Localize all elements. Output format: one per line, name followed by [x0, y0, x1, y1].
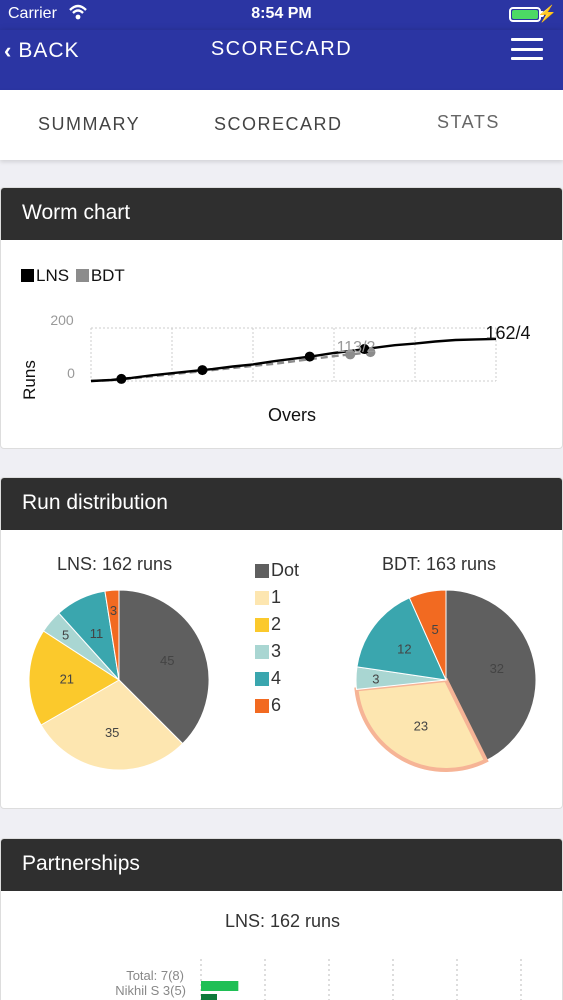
pie-slice-bdt-dot[interactable] — [445, 589, 537, 762]
hamburger-menu-icon[interactable] — [511, 38, 543, 60]
legend-swatch — [255, 617, 269, 632]
pie-title-lns: LNS: 162 runs — [57, 554, 173, 574]
pie-label-bdt-3: 3 — [372, 672, 379, 687]
y-tick-0: 0 — [67, 365, 75, 381]
run-distribution-card: Run distribution LNS: 162 runs BDT: 163 … — [0, 477, 563, 809]
pie-chart-lns: 45 35 21 5 11 3 — [28, 589, 210, 771]
legend-item-1: 1 — [255, 584, 299, 611]
legend-label: 2 — [271, 614, 282, 634]
lns-final-label: 162/4 — [485, 323, 530, 343]
tab-scorecard[interactable]: SCORECARD — [214, 114, 343, 134]
legend-swatch — [255, 671, 269, 686]
charging-icon: ⚡ — [537, 6, 557, 23]
wifi-icon — [68, 3, 88, 26]
status-bar: Carrier 8:54 PM ⚡ — [0, 0, 563, 30]
pie-label-bdt-6: 5 — [432, 622, 439, 637]
pie-chart-bdt: 32 23 3 12 5 — [354, 589, 537, 772]
pie-slice-bdt-6[interactable] — [408, 589, 447, 681]
legend-swatch — [255, 698, 269, 713]
legend-swatch-lns — [21, 269, 34, 282]
partnership-bar-total — [201, 981, 239, 991]
pie-slice-lns-2[interactable] — [28, 630, 120, 726]
wicket-point-lns-2 — [197, 365, 208, 376]
legend-label-bdt: BDT — [90, 266, 125, 285]
pie-slice-bdt-4[interactable] — [356, 597, 447, 681]
legend-item-6: 6 — [255, 692, 299, 719]
pie-label-bdt-4: 12 — [397, 641, 411, 656]
legend-swatch — [255, 563, 269, 578]
section-header-worm: Worm chart — [1, 188, 562, 240]
legend-swatch-bdt — [75, 269, 89, 282]
pie-label-lns-2: 21 — [60, 672, 74, 687]
worm-chart: Runs 200 0 Overs 113/2 162/4 — [20, 312, 531, 425]
legend-item-2: 2 — [255, 611, 299, 638]
wicket-point-lns-3 — [304, 351, 315, 362]
nav-bar: ‹ BACK SCORECARD — [0, 30, 563, 90]
carrier-label: Carrier — [8, 5, 57, 22]
legend-label-lns: LNS — [36, 266, 70, 285]
legend-item-dot: Dot — [255, 557, 299, 584]
legend-swatch — [255, 644, 269, 659]
partnership-row-total: Total: 7(8) — [126, 968, 184, 983]
pie-label-bdt-1: 23 — [414, 719, 428, 734]
x-axis-label: Overs — [268, 405, 316, 425]
legend-item-4: 4 — [255, 665, 299, 692]
legend-swatch — [255, 590, 269, 605]
pie-slice-lns-6[interactable] — [104, 589, 120, 681]
legend-item-3: 3 — [255, 638, 299, 665]
legend-label: 1 — [271, 587, 282, 607]
partnership-row-nikhil: Nikhil S 3(5) — [115, 983, 186, 998]
pie-label-lns-3: 5 — [62, 627, 69, 642]
pie-slice-bdt-1[interactable] — [354, 677, 489, 772]
pie-title-bdt: BDT: 163 runs — [382, 554, 497, 574]
partnership-chart: Total: 7(8) Nikhil S 3(5) — [115, 959, 522, 1000]
pie-label-lns-6: 3 — [110, 603, 117, 618]
legend-label: 4 — [271, 668, 282, 688]
page-title: SCORECARD — [210, 38, 353, 60]
partnerships-card: Partnerships LNS: 162 runs Total: 7(8) N… — [0, 838, 563, 1000]
back-label: BACK — [18, 39, 80, 62]
tab-bar: SUMMARY SCORECARD STATS — [0, 90, 563, 160]
section-header-partnerships: Partnerships — [1, 839, 562, 891]
pie-slice-lns-1[interactable] — [40, 679, 184, 771]
legend-label: 6 — [271, 695, 282, 715]
clock: 8:54 PM — [251, 5, 312, 22]
y-tick-200: 200 — [50, 312, 74, 328]
run-legend: Dot 1 2 3 4 6 — [255, 557, 299, 719]
battery-tip — [541, 11, 544, 17]
tab-summary[interactable]: SUMMARY — [38, 114, 141, 134]
pie-label-lns-4: 11 — [90, 626, 104, 641]
legend-label: 3 — [271, 641, 282, 661]
bdt-final-label: 113/2 — [337, 339, 376, 356]
tab-stats[interactable]: STATS — [437, 112, 500, 132]
pie-label-bdt-dot: 32 — [490, 661, 504, 676]
y-axis-label: Runs — [20, 360, 39, 400]
pie-label-lns-1: 35 — [105, 725, 119, 740]
partnership-bar-nikhil — [201, 994, 217, 1000]
series-line-lns — [90, 337, 497, 383]
battery-icon — [509, 7, 541, 22]
partnership-chart-title: LNS: 162 runs — [224, 911, 341, 931]
section-header-runs: Run distribution — [1, 478, 562, 530]
wicket-point-lns-4 — [359, 344, 370, 355]
worm-legend: LNS BDT — [21, 266, 127, 286]
pie-label-lns-dot: 45 — [160, 653, 174, 668]
wicket-point-bdt-1 — [345, 349, 356, 360]
worm-chart-card: Worm chart LNS BDT Runs 200 0 Overs 113/… — [0, 187, 563, 449]
chevron-left-icon: ‹ — [4, 38, 13, 63]
pie-slice-lns-dot[interactable] — [118, 589, 210, 745]
legend-label: Dot — [271, 560, 300, 580]
wicket-point-lns-1 — [116, 373, 127, 384]
back-button[interactable]: ‹ BACK — [4, 38, 80, 64]
